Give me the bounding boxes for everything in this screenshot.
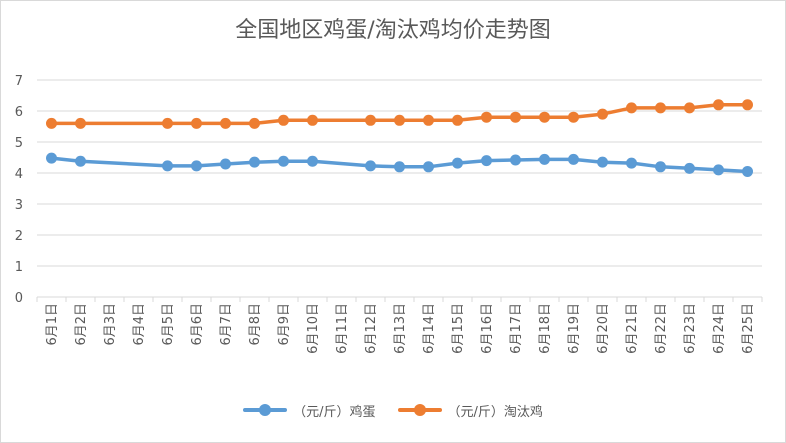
y-tick-label-1: 1 <box>15 260 23 275</box>
series-point-0 <box>191 160 202 172</box>
x-tick-label: 6月10日 <box>306 303 321 354</box>
x-tick-label: 6月19日 <box>567 303 582 354</box>
x-tick-label: 6月23日 <box>683 303 698 354</box>
series-point-1 <box>655 102 666 114</box>
series-point-1 <box>278 114 289 126</box>
series-point-0 <box>568 153 579 165</box>
x-tick-label: 6月7日 <box>219 303 234 346</box>
legend-label-hen: （元/斤）淘汰鸡 <box>447 404 543 420</box>
series-point-0 <box>220 158 231 170</box>
series-point-0 <box>742 165 753 177</box>
x-tick-label: 6月16日 <box>480 303 495 354</box>
x-tick-label: 6月12日 <box>364 303 379 354</box>
series-point-0 <box>75 155 86 167</box>
legend-swatch-hen <box>397 404 442 416</box>
x-tick-label: 6月25日 <box>741 303 756 354</box>
series-point-1 <box>626 102 637 114</box>
x-tick-label: 6月15日 <box>451 303 466 354</box>
series-point-1 <box>568 111 579 123</box>
series-point-0 <box>597 156 608 168</box>
x-tick-label: 6月21日 <box>625 303 640 354</box>
series-point-1 <box>191 117 202 129</box>
x-tick-label: 6月14日 <box>422 303 437 354</box>
series-point-0 <box>423 161 434 173</box>
series-point-1 <box>75 117 86 129</box>
y-tick-label-2: 2 <box>15 229 23 244</box>
series-point-1 <box>510 111 521 123</box>
x-tick-label: 6月6日 <box>190 303 205 346</box>
y-tick-label-0: 0 <box>15 291 23 306</box>
y-tick-label-3: 3 <box>15 198 23 213</box>
series-point-0 <box>510 154 521 166</box>
x-tick-label: 6月2日 <box>74 303 89 346</box>
series-point-1 <box>481 111 492 123</box>
series-point-1 <box>220 117 231 129</box>
x-tick-label: 6月22日 <box>654 303 669 354</box>
series-point-0 <box>307 155 318 167</box>
series-point-0 <box>713 164 724 176</box>
legend-label-egg: （元/斤）鸡蛋 <box>293 404 376 420</box>
series-point-1 <box>742 99 753 111</box>
x-tick-label: 6月13日 <box>393 303 408 354</box>
series-point-0 <box>539 153 550 165</box>
series-point-0 <box>249 156 260 168</box>
series-point-1 <box>684 102 695 114</box>
series-point-0 <box>626 157 637 169</box>
series-point-0 <box>655 161 666 173</box>
x-tick-label: 6月5日 <box>161 303 176 346</box>
series-point-1 <box>46 117 57 129</box>
series-point-1 <box>539 111 550 123</box>
x-tick-label: 6月11日 <box>335 303 350 354</box>
series-point-0 <box>684 162 695 174</box>
x-tick-label: 6月18日 <box>538 303 553 354</box>
series-point-0 <box>162 160 173 172</box>
series-line-1 <box>49 103 750 126</box>
y-tick-label-5: 5 <box>15 136 23 151</box>
series-point-1 <box>307 114 318 126</box>
legend-swatch-egg <box>243 404 288 416</box>
series-point-1 <box>394 114 405 126</box>
series-point-0 <box>394 161 405 173</box>
legend: （元/斤）鸡蛋 （元/斤）淘汰鸡 <box>0 398 786 422</box>
x-tick-label: 6月4日 <box>132 303 147 346</box>
series-point-0 <box>278 155 289 167</box>
x-tick-label: 6月24日 <box>712 303 727 354</box>
legend-item-hen: （元/斤）淘汰鸡 <box>397 401 543 420</box>
series-point-1 <box>452 114 463 126</box>
series-point-0 <box>481 155 492 167</box>
series-point-1 <box>423 114 434 126</box>
series-point-1 <box>365 114 376 126</box>
y-tick-label-6: 6 <box>15 105 23 120</box>
chart-title: 全国地区鸡蛋/淘汰鸡均价走势图 <box>235 18 551 43</box>
series-line-0 <box>49 156 750 174</box>
y-tick-label-7: 7 <box>15 74 23 89</box>
x-tick-label: 6月20日 <box>596 303 611 354</box>
series-point-1 <box>249 117 260 129</box>
x-tick-label: 6月3日 <box>103 303 118 346</box>
x-tick-label: 6月17日 <box>509 303 524 354</box>
series-point-1 <box>597 108 608 120</box>
series-point-0 <box>452 157 463 169</box>
series-point-1 <box>713 99 724 111</box>
legend-item-egg: （元/斤）鸡蛋 <box>243 401 376 420</box>
series-point-1 <box>162 117 173 129</box>
x-tick-label: 6月1日 <box>45 303 60 346</box>
x-tick-label: 6月9日 <box>277 303 292 346</box>
x-tick-label: 6月8日 <box>248 303 263 346</box>
series-point-0 <box>365 160 376 172</box>
y-tick-label-4: 4 <box>15 167 23 182</box>
series-point-0 <box>46 152 57 164</box>
